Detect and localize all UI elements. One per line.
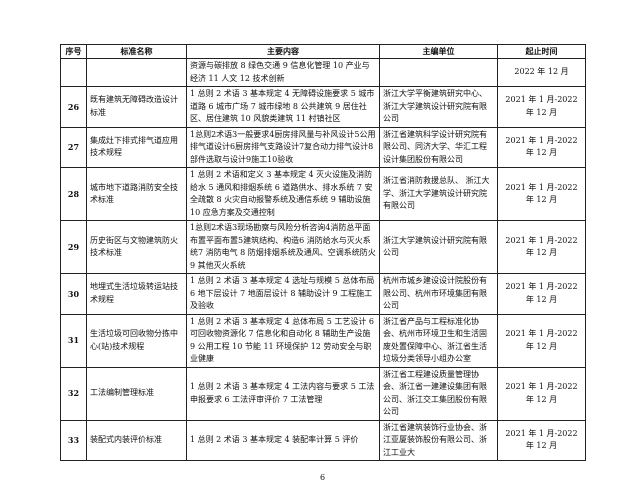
cell-seq: 29 xyxy=(60,220,87,274)
cell-name: 生活垃圾可回收物分拣中心(站)技术规程 xyxy=(86,313,187,368)
cell-content: 1 总则 2 术语 3 基本规定 4 无障碍设施要求 5 城市道路 6 城市广场… xyxy=(186,86,380,128)
cell-time: 2021 年 1 月-2022 年 12 月 xyxy=(497,86,586,128)
cell-org: 浙江大学建筑设计研究院有限公司 xyxy=(379,220,498,274)
header-org: 主编单位 xyxy=(379,44,498,59)
header-seq: 序号 xyxy=(60,44,87,59)
cell-time: 2021 年 1 月-2022 年 12 月 xyxy=(497,419,586,461)
cell-name: 装配式内装评价标准 xyxy=(86,419,187,461)
cell-time: 2021 年 1 月-2022 年 12 月 xyxy=(497,313,586,368)
cell-seq: 32 xyxy=(60,366,87,421)
cell-org: 浙江省产品与工程标准化协会、杭州市环境卫生和生活固废处置保障中心、浙江省生活垃圾… xyxy=(379,313,498,368)
table-header: 序号 标准名称 主要内容 主编单位 起止时间 xyxy=(60,44,586,59)
table-row: 33 装配式内装评价标准 1 总则 2 术语 3 基本规定 4 装配率计算 5 评价… xyxy=(60,419,586,461)
cell-content: 1 总则 2 术语 3 基本规定 4 选址与规模 5 总体布局 6 地下层设计 … xyxy=(186,273,380,315)
cell-name: 集成灶下排式排气道应用技术规程 xyxy=(86,126,187,168)
cell-org: 浙江大学平衡建筑研究中心、浙江大学建筑设计研究院有限公司 xyxy=(379,86,498,128)
table-row: 32 工法编制管理标准 1 总则 2 术语 3 基本规定 4 工法内容与要求 5 工… xyxy=(60,366,586,421)
table-row: 29 历史街区与文物建筑防火技术标准 1总则2术语3现场勘察与风险分析咨询4消防总平… xyxy=(60,220,586,274)
table-row: 26 既有建筑无障碍改造设计标准 1 总则 2 术语 3 基本规定 4 无障碍设施要… xyxy=(60,86,586,128)
cell-seq: 30 xyxy=(60,273,87,315)
cell-content: 1总则2术语3现场勘察与风险分析咨询4消防总平面布置平面布置5建筑结构、构造6 … xyxy=(186,220,380,274)
cell-content: 1 总则 2 术语 3 基本规定 4 工法内容与要求 5 工法申报要求 6 工法… xyxy=(186,366,380,421)
cell-seq: 28 xyxy=(60,167,87,221)
table-row: 资源与碳排放 8 绿色交通 9 信息化管理 10 产业与经济 11 人文 12 … xyxy=(60,58,586,87)
cell-time: 2021 年 1 月-2022 年 12 月 xyxy=(497,126,586,168)
table-row: 31 生活垃圾可回收物分拣中心(站)技术规程 1 总则 2 术语 3 基本规定 4 … xyxy=(60,313,586,368)
cell-time: 2022 年 12 月 xyxy=(497,58,586,87)
cell-content: 资源与碳排放 8 绿色交通 9 信息化管理 10 产业与经济 11 人文 12 … xyxy=(186,58,380,87)
cell-org: 浙江省建筑科学设计研究院有限公司、同济大学、华汇工程设计集团股份有限公司 xyxy=(379,126,498,168)
cell-org: 浙江省工程建设质量管理协会、浙江省一建建设集团有限公司、浙江交工集团股份有限公司 xyxy=(379,366,498,421)
cell-org xyxy=(379,58,498,87)
cell-content: 1 总则 2 术语 3 基本规定 4 总体布局 5 工艺设计 6 可回收物资源化… xyxy=(186,313,380,368)
table-row: 30 地埋式生活垃圾转运站技术规程 1 总则 2 术语 3 基本规定 4 选址与规模… xyxy=(60,273,586,315)
cell-seq: 26 xyxy=(60,86,87,128)
table-row: 27 集成灶下排式排气道应用技术规程 1总则2术语3一般要求4厨房排风量与补风设计5… xyxy=(60,126,586,168)
cell-time: 2021 年 1 月-2022 年 12 月 xyxy=(497,167,586,221)
cell-seq: 27 xyxy=(60,126,87,168)
cell-name: 历史街区与文物建筑防火技术标准 xyxy=(86,220,187,274)
page-content: 序号 标准名称 主要内容 主编单位 起止时间 资源与碳排放 8 绿色交通 9 信… xyxy=(60,44,586,482)
cell-org: 浙江省建筑装饰行业协会、浙江亚厦装饰股份有限公司、浙江工业大 xyxy=(379,419,498,461)
cell-time: 2021 年 1 月-2022 年 12 月 xyxy=(497,273,586,315)
standards-table: 序号 标准名称 主要内容 主编单位 起止时间 资源与碳排放 8 绿色交通 9 信… xyxy=(60,44,586,461)
cell-seq: 31 xyxy=(60,313,87,368)
cell-org: 杭州市城乡建设设计院股份有限公司、杭州市环境集团有限公司 xyxy=(379,273,498,315)
cell-org: 浙江省消防救援总队、 浙江大学、浙江大学建筑设计研究院有限公司 xyxy=(379,167,498,221)
header-time: 起止时间 xyxy=(497,44,586,59)
cell-content: 1总则2术语3一般要求4厨房排风量与补风设计5公用排气道设计6厨房排气支路设计7… xyxy=(186,126,380,168)
page-number: 6 xyxy=(319,473,326,482)
cell-name: 地埋式生活垃圾转运站技术规程 xyxy=(86,273,187,315)
cell-content: 1 总则 2 术语 3 基本规定 4 装配率计算 5 评价 xyxy=(186,419,380,461)
cell-name: 城市地下道路消防安全技术标准 xyxy=(86,167,187,221)
cell-name xyxy=(86,58,187,87)
header-content: 主要内容 xyxy=(186,44,380,59)
cell-seq xyxy=(60,58,87,87)
cell-time: 2021 年 1 月-2022 年 12 月 xyxy=(497,366,586,421)
cell-time: 2021 年 1 月-2022 年 12 月 xyxy=(497,220,586,274)
table-row: 28 城市地下道路消防安全技术标准 1 总则 2 术语和定义 3 基本规定 4 灭火… xyxy=(60,167,586,221)
cell-name: 既有建筑无障碍改造设计标准 xyxy=(86,86,187,128)
cell-content: 1 总则 2 术语和定义 3 基本规定 4 灭火设施及消防给水 5 通风和排烟系… xyxy=(186,167,380,221)
header-name: 标准名称 xyxy=(86,44,187,59)
cell-seq: 33 xyxy=(60,419,87,461)
cell-name: 工法编制管理标准 xyxy=(86,366,187,421)
